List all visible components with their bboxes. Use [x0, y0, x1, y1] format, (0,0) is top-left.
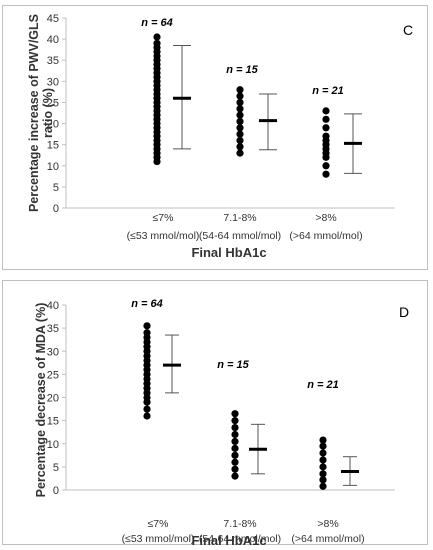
data-point: [231, 465, 239, 473]
data-point: [322, 107, 330, 115]
panel-label: C: [403, 22, 413, 38]
n-label: n = 21: [312, 85, 344, 97]
y-tick-label: 30: [47, 346, 59, 358]
chart-svg-c: 0 5 10 15 20 25 30 35 40 45 Percentage increase of…: [27, 13, 413, 260]
data-point: [236, 143, 244, 151]
data-point: [236, 124, 244, 132]
data-point: [231, 417, 239, 425]
x-tick-sublabel: (>64 mmol/mol): [289, 230, 362, 242]
y-tick-label: 25: [47, 97, 59, 109]
x-tick-sublabel: (≤53 mmol/mol): [127, 230, 200, 242]
data-point: [319, 442, 327, 450]
chart-frame: [2, 5, 428, 270]
data-point: [153, 33, 161, 41]
data-point: [322, 170, 330, 178]
data-point: [231, 430, 239, 439]
data-point: [319, 436, 327, 444]
y-tick-label: 35: [47, 55, 59, 67]
data-point: [319, 476, 327, 484]
x-axis-label: Final HbA1c: [191, 533, 266, 548]
data-point: [231, 472, 239, 480]
data-point: [231, 410, 239, 418]
chart-panel-d: 0 5 10 15 20 25 30 35 40 Percentage decrease of M…: [0, 275, 433, 550]
y-tick-label: 15: [47, 140, 59, 152]
data-point: [236, 130, 244, 138]
x-tick-label: ≤7%: [148, 518, 169, 530]
data-point: [231, 444, 239, 452]
panel-label: D: [399, 304, 409, 320]
data-point: [322, 132, 330, 140]
x-tick-label: >8%: [315, 212, 336, 224]
y-tick-label: 40: [47, 34, 59, 46]
data-point: [143, 322, 151, 330]
data-point: [319, 449, 327, 457]
x-tick-sublabel: (≤53 mmol/mol): [122, 533, 195, 545]
y-tick-label: 10: [47, 439, 59, 451]
y-tick-label: 20: [47, 393, 59, 405]
y-tick-label: 45: [47, 13, 59, 25]
data-point: [236, 111, 244, 119]
data-point: [231, 437, 239, 446]
n-label: n = 64: [131, 298, 163, 310]
data-point: [236, 117, 244, 126]
x-tick-label: ≤7%: [153, 212, 174, 224]
data-point: [236, 149, 244, 157]
n-label: n = 64: [141, 17, 173, 29]
data-point: [143, 412, 151, 420]
data-point: [153, 39, 161, 47]
data-point: [322, 124, 330, 132]
data-point: [231, 451, 239, 459]
y-tick-label: 40: [47, 300, 59, 312]
chart-frame: [2, 280, 428, 545]
data-point: [322, 162, 330, 170]
data-point: [143, 329, 151, 337]
data-point: [236, 136, 244, 145]
y-tick-label: 0: [53, 485, 59, 497]
x-tick-label: >8%: [317, 518, 338, 530]
x-tick-sublabel: (54-64 mmol/mol): [199, 230, 281, 242]
data-point: [319, 482, 327, 490]
n-label: n = 21: [307, 379, 339, 391]
y-tick-label: 30: [47, 76, 59, 88]
data-point: [231, 423, 239, 432]
chart-panel-c: 0 5 10 15 20 25 30 35 40 45 Percentage increase of…: [2, 5, 428, 270]
y-tick-label: 35: [47, 323, 59, 335]
y-tick-label: 15: [47, 416, 59, 428]
y-tick-label: 20: [47, 119, 59, 131]
data-point: [236, 86, 244, 94]
y-tick-label: 5: [53, 462, 59, 474]
x-tick-label: 7.1-8%: [223, 212, 256, 224]
y-axis-label: Percentage decrease of MDA (%): [34, 303, 48, 498]
data-point: [319, 463, 327, 471]
x-tick-sublabel: (>64 mmol/mol): [291, 533, 364, 545]
y-tick-label: 25: [47, 369, 59, 381]
x-tick-label: 7.1-8%: [223, 518, 256, 530]
n-label: n = 15: [217, 359, 249, 371]
y-tick-label: 5: [53, 182, 59, 194]
y-tick-label: 10: [47, 161, 59, 173]
y-axis-label: ratio (%): [41, 88, 55, 138]
data-point: [236, 105, 244, 113]
data-point: [236, 98, 244, 107]
data-point: [322, 115, 330, 123]
data-point: [236, 92, 244, 100]
n-label: n = 15: [226, 64, 258, 76]
data-point: [319, 470, 327, 478]
data-point: [231, 458, 239, 466]
y-tick-label: 0: [53, 203, 59, 215]
data-point: [143, 405, 151, 413]
x-tick-sublabel: (54-64 mmol/mol): [199, 533, 281, 545]
data-point: [319, 456, 327, 464]
y-axis-label: Percentage increase of PWV/GLS: [27, 14, 41, 212]
x-axis-label: Final HbA1c: [191, 245, 266, 260]
